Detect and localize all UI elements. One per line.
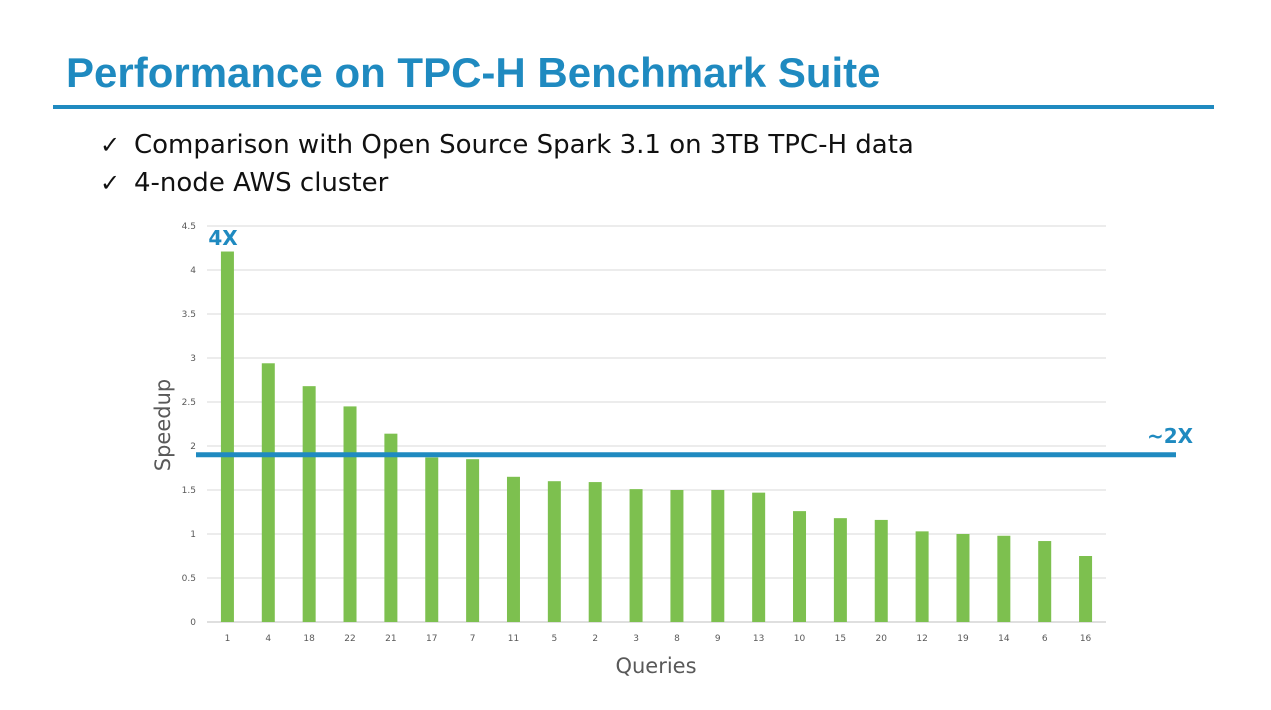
bar	[588, 482, 602, 622]
x-tick-label: 19	[957, 634, 969, 644]
y-tick-label: 3	[190, 354, 196, 364]
x-tick-label: 7	[470, 634, 476, 644]
checkmark-icon: ✓	[100, 169, 121, 197]
x-tick-label: 17	[426, 634, 437, 644]
x-tick-label: 22	[344, 634, 355, 644]
x-tick-label: 18	[303, 634, 315, 644]
bullet-text: 4-node AWS cluster	[134, 168, 389, 198]
bar	[629, 489, 643, 622]
title-divider	[53, 105, 1214, 109]
x-tick-label: 1	[225, 634, 231, 644]
bullet-item: ✓ 4-node AWS cluster	[100, 164, 914, 202]
x-tick-label: 10	[794, 634, 806, 644]
x-tick-label: 11	[508, 634, 519, 644]
y-tick-label: 3.5	[182, 310, 196, 320]
bar	[261, 363, 275, 622]
y-tick-label: 0.5	[182, 574, 196, 584]
bar	[302, 386, 316, 622]
x-tick-label: 3	[633, 634, 639, 644]
bar	[547, 481, 561, 622]
bullet-item: ✓ Comparison with Open Source Spark 3.1 …	[100, 126, 914, 164]
x-tick-label: 14	[998, 634, 1010, 644]
x-tick-label: 8	[674, 634, 680, 644]
x-tick-label: 12	[916, 634, 927, 644]
x-tick-label: 6	[1042, 634, 1048, 644]
bar	[793, 511, 807, 622]
x-tick-label: 13	[753, 634, 764, 644]
x-tick-label: 5	[551, 634, 557, 644]
y-tick-label: 4	[190, 266, 196, 276]
bar	[220, 251, 234, 622]
x-axis-ticks: 1 4 18 22 21 17 7 11 5 2 3 8 9 13 10 15 20 12 19 14 6 16	[225, 634, 1092, 644]
x-axis-label: Queries	[615, 654, 696, 678]
x-tick-label: 2	[592, 634, 598, 644]
bar	[1038, 541, 1052, 622]
bar	[874, 519, 888, 622]
reference-line-label: ~2X	[1147, 424, 1194, 448]
x-tick-label: 20	[876, 634, 888, 644]
bullet-list: ✓ Comparison with Open Source Spark 3.1 …	[100, 126, 914, 202]
x-tick-label: 16	[1080, 634, 1092, 644]
x-tick-label: 9	[715, 634, 721, 644]
bar	[670, 490, 684, 622]
bar	[506, 476, 520, 622]
checkmark-icon: ✓	[100, 131, 121, 159]
bar	[1079, 556, 1093, 622]
bar	[915, 531, 929, 622]
bullet-text: Comparison with Open Source Spark 3.1 on…	[134, 130, 914, 160]
bar	[384, 433, 398, 622]
y-axis-ticks: 0 0.5 1 1.5 2 2.5 3 3.5 4 4.5	[182, 222, 197, 628]
y-tick-label: 4.5	[182, 222, 196, 232]
peak-annotation: 4X	[208, 226, 238, 250]
bar	[343, 406, 357, 622]
y-tick-label: 1	[190, 530, 196, 540]
bar	[752, 492, 766, 622]
bar	[466, 459, 480, 622]
y-tick-label: 1.5	[182, 486, 196, 496]
bars	[220, 251, 1093, 622]
x-tick-label: 15	[835, 634, 846, 644]
bar	[997, 535, 1011, 622]
x-tick-label: 21	[385, 634, 396, 644]
y-tick-label: 2	[190, 442, 196, 452]
bar	[956, 534, 970, 622]
y-tick-label: 0	[190, 618, 196, 628]
slide-title: Performance on TPC-H Benchmark Suite	[66, 49, 881, 96]
y-tick-label: 2.5	[182, 398, 196, 408]
bar	[833, 518, 847, 622]
bar	[425, 457, 439, 622]
gridlines	[207, 225, 1106, 623]
x-tick-label: 4	[265, 634, 271, 644]
y-axis-label: Speedup	[151, 379, 175, 471]
bar	[711, 490, 725, 622]
